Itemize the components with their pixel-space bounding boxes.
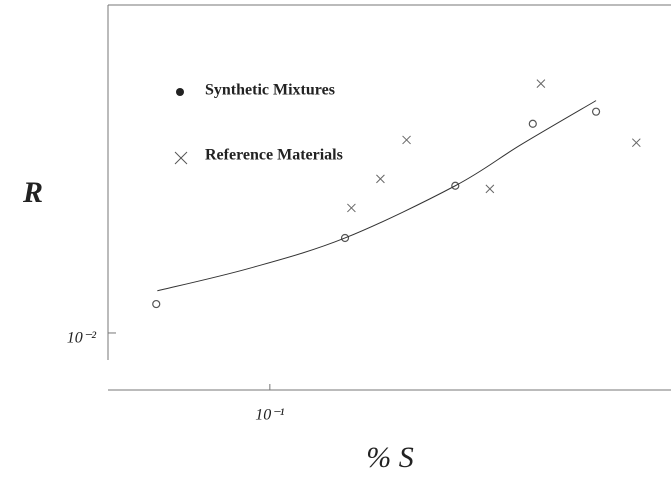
legend-label: Reference Materials [205, 147, 343, 164]
y-tick-label: 10⁻² [67, 330, 97, 347]
point [451, 181, 460, 190]
point [402, 135, 411, 145]
point [152, 299, 161, 309]
point [347, 203, 356, 213]
point [376, 174, 385, 184]
point [528, 119, 537, 128]
point [340, 233, 350, 243]
fit-line [157, 100, 597, 292]
frame [107, 4, 671, 391]
point [631, 138, 641, 148]
legend-marker [174, 151, 188, 165]
legend-marker [176, 88, 184, 96]
x-axis-label: % S [366, 441, 414, 474]
x-tick-label: 10⁻¹ [255, 407, 284, 424]
point [485, 184, 495, 194]
point [536, 79, 546, 89]
point [591, 107, 601, 116]
y-axis-label: R [22, 176, 43, 209]
legend-label: Synthetic Mixtures [205, 82, 335, 99]
